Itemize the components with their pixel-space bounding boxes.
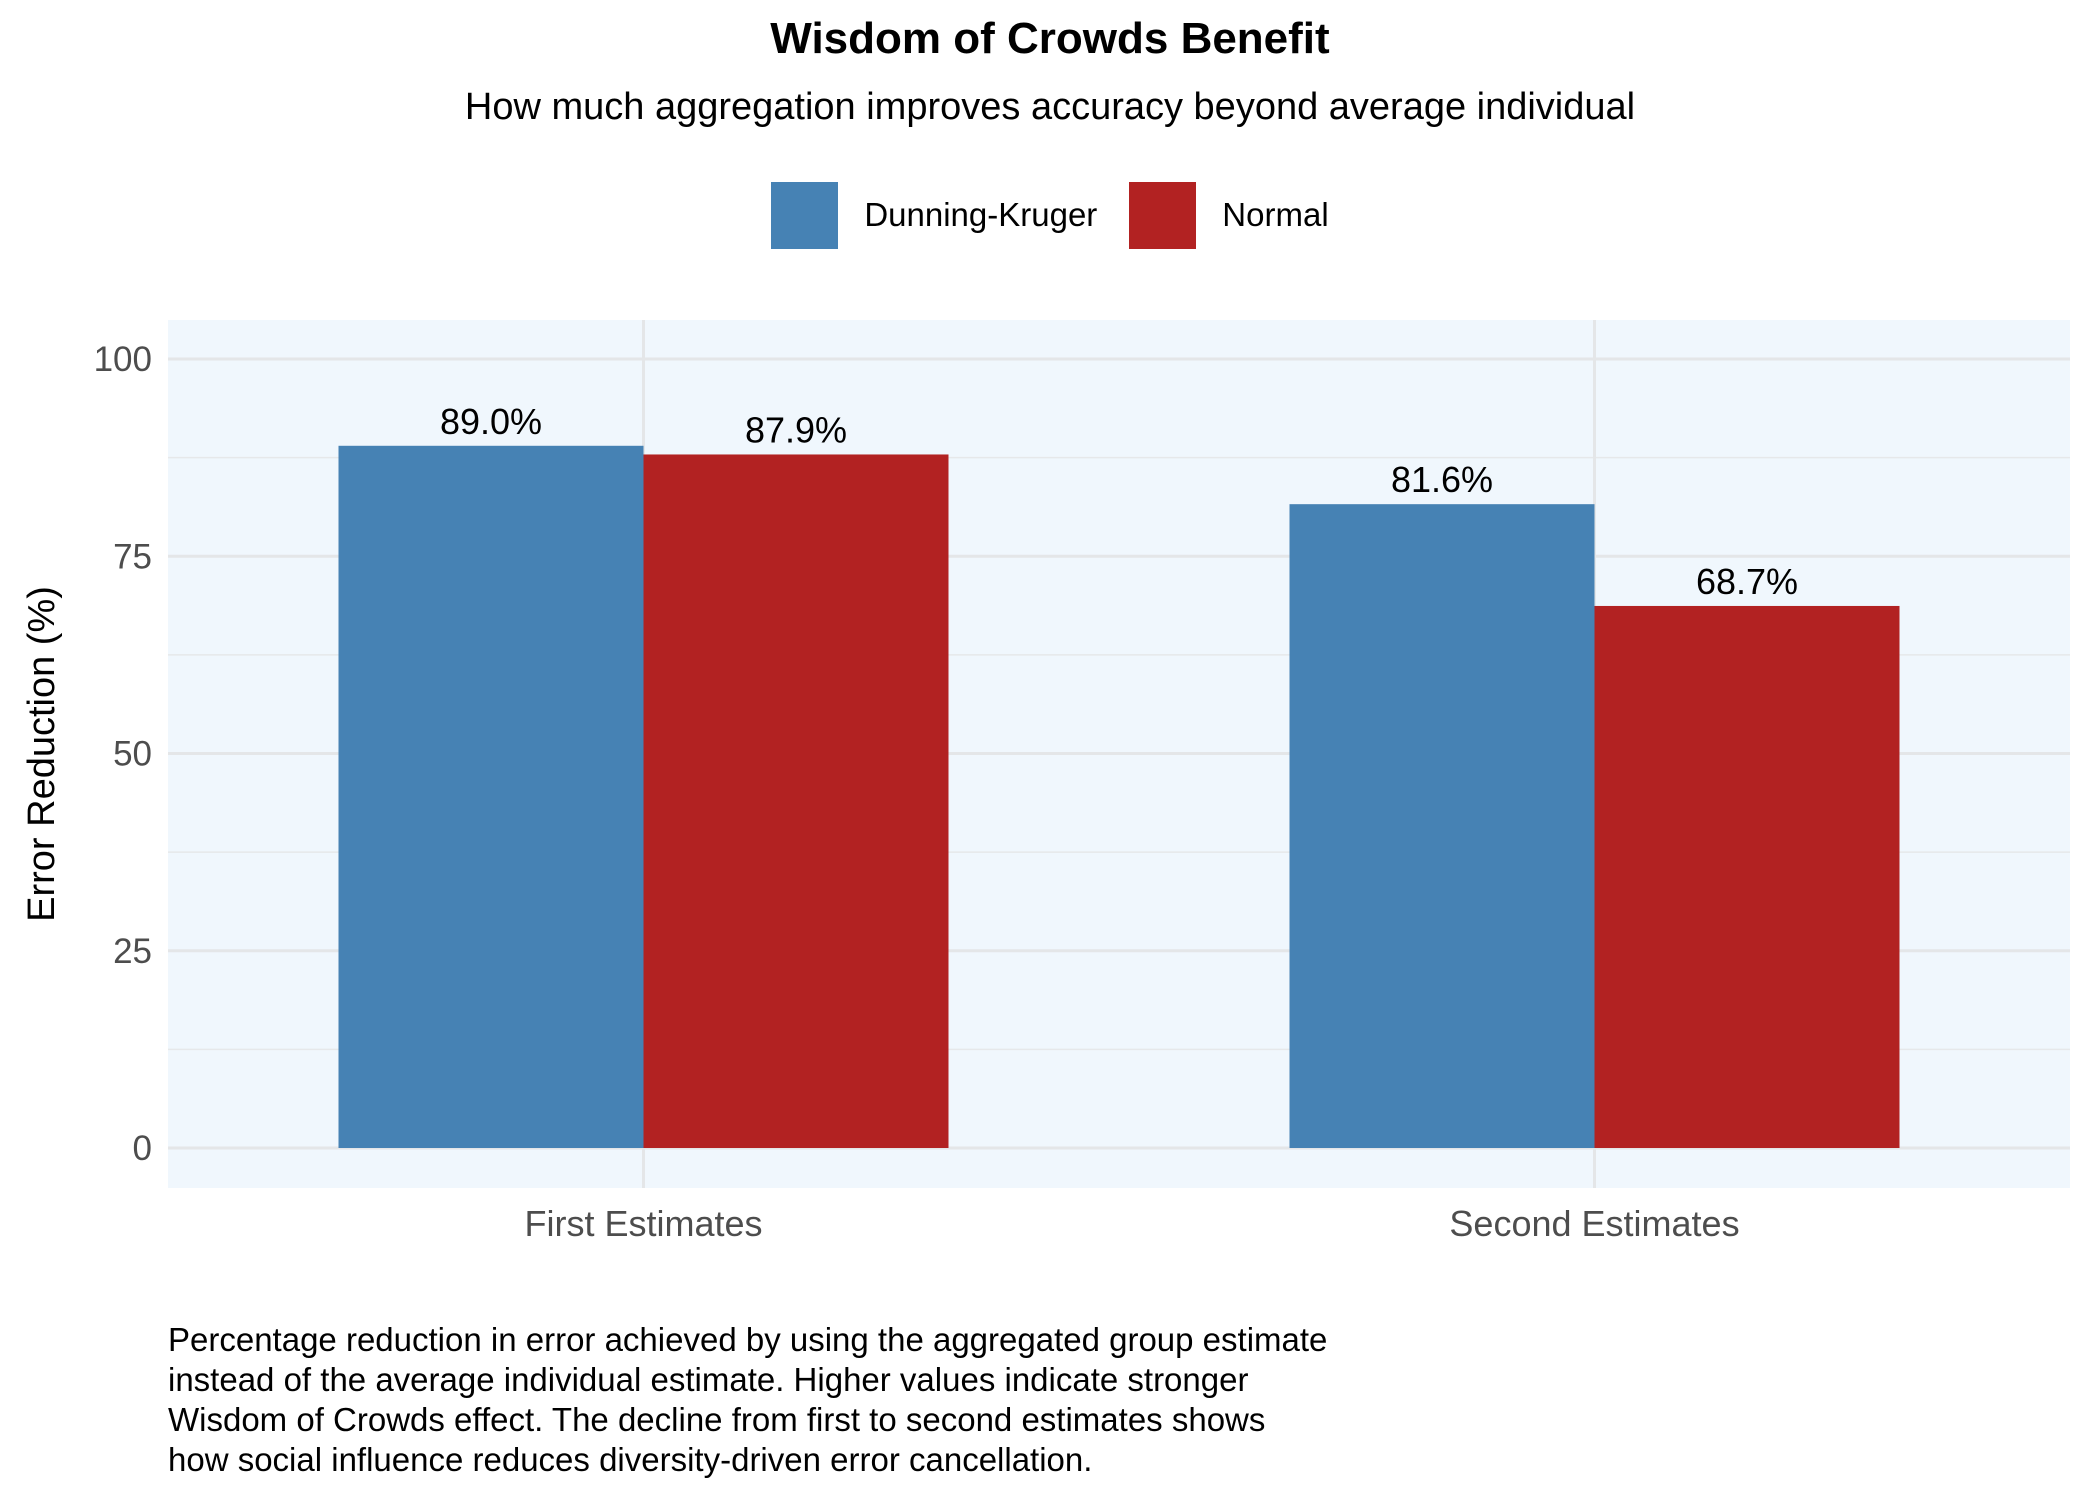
- x-tick-label: Second Estimates: [1449, 1203, 1739, 1244]
- bar-value-label: 89.0%: [440, 401, 542, 442]
- legend-item-normal: Normal: [1129, 181, 1329, 249]
- caption-line: Percentage reduction in error achieved b…: [168, 1321, 1328, 1358]
- legend-item-dunning-kruger: Dunning-Kruger: [771, 181, 1098, 249]
- chart-caption: Percentage reduction in error achieved b…: [168, 1320, 1668, 1480]
- bar-value-label: 81.6%: [1391, 459, 1493, 500]
- x-tick-label: First Estimates: [524, 1203, 762, 1244]
- y-tick-label: 75: [113, 537, 152, 576]
- legend-swatch-dunning-kruger: [771, 181, 839, 249]
- y-tick-label: 50: [113, 735, 152, 774]
- bar-normal: [643, 454, 949, 1148]
- bar-value-label: 87.9%: [745, 409, 847, 450]
- bar-dunning-kruger: [338, 445, 644, 1148]
- caption-line: how social influence reduces diversity-d…: [168, 1441, 1093, 1478]
- chart-plot: 89.0% 81.6% 87.9% 68.7% 0 25 50 75 100 First Esti…: [21, 320, 2070, 1244]
- bar-dunning-kruger: [1289, 504, 1595, 1148]
- y-axis-title: Error Reduction (%): [21, 586, 63, 922]
- chart-title: Wisdom of Crowds Benefit: [770, 14, 1330, 63]
- legend-label-normal: Normal: [1222, 196, 1329, 233]
- bar-value-label: 68.7%: [1696, 561, 1798, 602]
- y-tick-label: 25: [113, 932, 152, 971]
- caption-line: Wisdom of Crowds effect. The decline fro…: [168, 1401, 1266, 1438]
- y-tick-label: 100: [94, 340, 152, 379]
- caption-line: instead of the average individual estima…: [168, 1361, 1249, 1398]
- y-tick-label: 0: [133, 1129, 152, 1168]
- chart-subtitle: How much aggregation improves accuracy b…: [464, 86, 1636, 128]
- legend-swatch-normal: [1129, 181, 1197, 249]
- legend-label-dunning-kruger: Dunning-Kruger: [864, 196, 1098, 233]
- legend: Dunning-Kruger Normal: [0, 180, 2100, 250]
- bar-normal: [1594, 605, 1900, 1148]
